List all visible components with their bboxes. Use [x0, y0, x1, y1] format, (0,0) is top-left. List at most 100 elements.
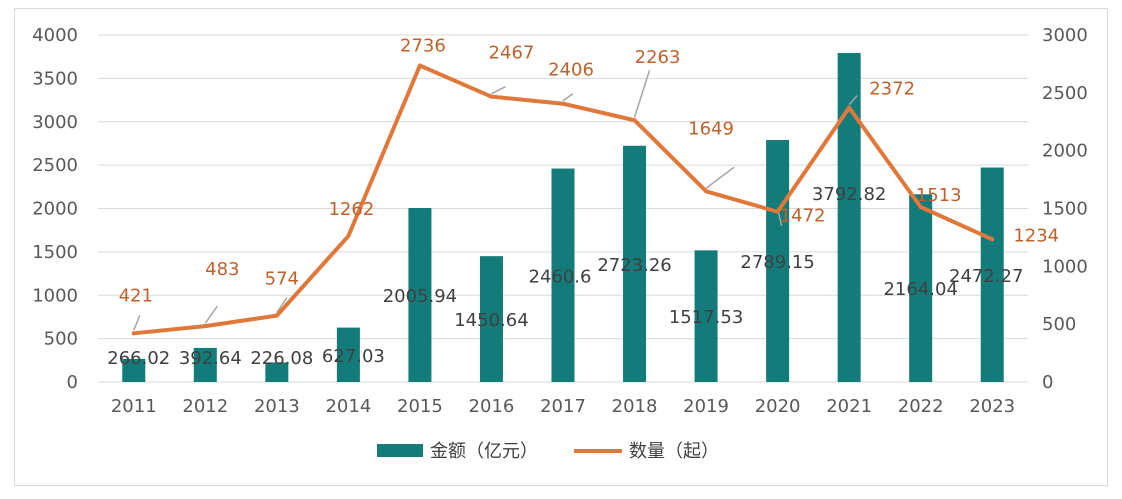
- y-right-tick-label: 3000: [1042, 25, 1088, 46]
- leader-line: [562, 93, 574, 102]
- line-point: [847, 105, 852, 110]
- y-right-tick-label: 2500: [1042, 83, 1088, 104]
- bar-data-label: 627.03: [322, 346, 385, 367]
- bar: [193, 347, 217, 382]
- line-point: [346, 234, 351, 239]
- y-left-tick-label: 4000: [32, 25, 78, 46]
- y-right-tick-label: 2000: [1042, 141, 1088, 162]
- legend-swatch-amount: [377, 444, 423, 457]
- y-axis-right: 0 500 1000 1500 2000 2500 3000: [1042, 25, 1088, 393]
- bar: [909, 194, 933, 382]
- x-tick-label: 2014: [325, 396, 371, 417]
- leader-lines: [133, 70, 858, 331]
- y-right-tick-label: 1000: [1042, 256, 1088, 277]
- x-tick-label: 2020: [755, 396, 801, 417]
- x-tick-label: 2019: [683, 396, 729, 417]
- line-data-label: 1262: [328, 199, 374, 220]
- bar-data-label: 392.64: [179, 348, 242, 369]
- x-tick-label: 2015: [397, 396, 443, 417]
- line-data-label: 2372: [869, 79, 915, 100]
- x-tick-label: 2023: [969, 396, 1015, 417]
- legend-label-count: 数量（起）: [629, 441, 719, 462]
- line-point: [704, 189, 709, 194]
- y-left-tick-label: 3500: [32, 68, 78, 89]
- line-data-label: 421: [119, 285, 153, 306]
- x-tick-label: 2013: [254, 396, 300, 417]
- bar-data-label: 2164.04: [883, 279, 957, 300]
- bar: [265, 362, 289, 382]
- bar-data-labels: 266.02 392.64 226.08 627.03 2005.94 1450.64 24…: [107, 184, 1023, 369]
- y-left-tick-label: 2000: [32, 199, 78, 220]
- bar: [837, 52, 861, 382]
- line-data-label: 1234: [1013, 225, 1059, 246]
- line-point: [918, 204, 923, 209]
- bar-data-label: 2472.27: [949, 266, 1023, 287]
- bar-data-label: 2789.15: [740, 252, 814, 273]
- x-axis: 2011 2012 2013 2014 2015 2016 2017 2018 2019 2020…: [111, 396, 1015, 417]
- line-point: [203, 324, 208, 329]
- y-left-tick-label: 1500: [32, 242, 78, 263]
- leader-line: [133, 315, 141, 331]
- x-tick-label: 2022: [898, 396, 944, 417]
- line-point: [632, 118, 637, 123]
- line-data-labels: 421 483 574 1262 2736 2467 2406 2263 1649 1472 237…: [119, 36, 1060, 307]
- y-left-tick-label: 3000: [32, 112, 78, 133]
- bar: [122, 358, 146, 382]
- x-tick-label: 2016: [469, 396, 515, 417]
- y-right-tick-label: 0: [1042, 372, 1053, 393]
- y-axis-left: 0 500 1000 1500 2000 2500 3000 3500 4000: [32, 25, 78, 393]
- bar: [408, 207, 432, 382]
- line-data-label: 483: [205, 259, 239, 280]
- line-data-label: 2263: [635, 47, 681, 68]
- x-tick-label: 2021: [826, 396, 872, 417]
- bar-data-label: 226.08: [250, 348, 313, 369]
- line-point: [775, 209, 780, 214]
- y-left-tick-label: 500: [44, 329, 78, 350]
- line-data-label: 1472: [780, 206, 826, 227]
- line-data-label: 2736: [400, 36, 446, 57]
- leader-line: [705, 166, 735, 189]
- y-left-tick-label: 2500: [32, 155, 78, 176]
- line-point: [990, 237, 995, 242]
- line-point: [131, 331, 136, 336]
- bar-data-label: 2460.6: [529, 266, 592, 287]
- line-point: [274, 313, 279, 318]
- y-right-tick-label: 1500: [1042, 199, 1088, 220]
- leader-line: [276, 297, 288, 314]
- bar: [336, 327, 360, 382]
- x-tick-label: 2011: [111, 396, 157, 417]
- bar-data-label: 2723.26: [597, 255, 671, 276]
- bar: [694, 250, 718, 382]
- x-tick-label: 2012: [182, 396, 228, 417]
- leader-line: [848, 95, 858, 106]
- legend-label-amount: 金额（亿元）: [430, 441, 538, 462]
- bar-data-label: 1450.64: [454, 310, 528, 331]
- line-point: [561, 101, 565, 106]
- y-left-tick-label: 1000: [32, 285, 78, 306]
- bar: [980, 167, 1004, 382]
- leader-line: [491, 85, 506, 95]
- bar-data-label: 3792.82: [812, 184, 886, 205]
- line-point: [489, 94, 494, 99]
- line-point: [417, 63, 422, 68]
- gridlines: [98, 34, 1028, 383]
- line-data-label: 1649: [688, 118, 734, 139]
- line-series: [131, 63, 995, 336]
- x-tick-label: 2017: [540, 396, 586, 417]
- legend: 金额（亿元） 数量（起）: [377, 441, 719, 462]
- line-data-label: 1513: [916, 185, 962, 206]
- line-data-label: 2467: [489, 43, 535, 64]
- leader-line: [204, 305, 218, 324]
- y-left-tick-label: 0: [67, 372, 78, 393]
- bar-series: [122, 52, 1004, 382]
- bar-data-label: 266.02: [107, 348, 170, 369]
- line-data-label: 2406: [548, 60, 594, 81]
- bar: [623, 145, 647, 382]
- x-tick-label: 2018: [612, 396, 658, 417]
- bar: [479, 256, 503, 382]
- bar-data-label: 1517.53: [669, 307, 743, 328]
- bar: [551, 168, 575, 382]
- y-right-tick-label: 500: [1042, 314, 1076, 335]
- bar-data-label: 2005.94: [383, 286, 457, 307]
